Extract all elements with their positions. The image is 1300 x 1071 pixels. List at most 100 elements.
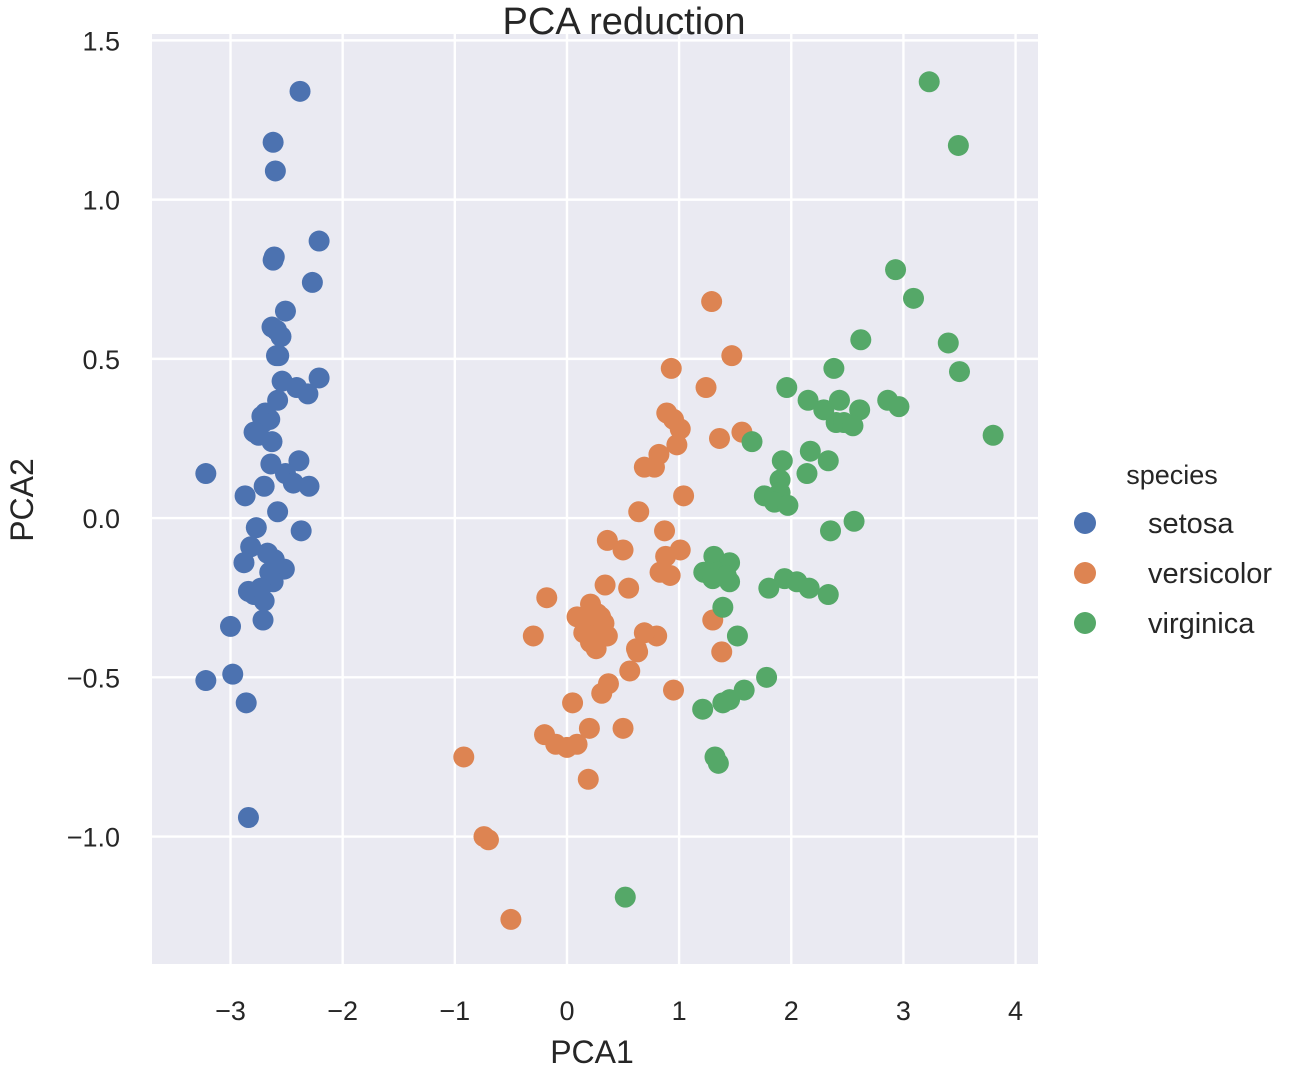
data-point-virginica [614, 886, 636, 908]
legend-label-versicolor: versicolor [1148, 558, 1272, 590]
data-point-versicolor [633, 456, 655, 478]
x-tick-label: 1 [672, 996, 687, 1026]
data-point-versicolor [500, 908, 522, 930]
data-point-virginica [849, 399, 871, 421]
data-point-virginica [885, 259, 907, 281]
x-tick-label: −2 [327, 996, 358, 1026]
data-point-setosa [298, 475, 320, 497]
data-point-virginica [918, 71, 940, 93]
data-point-setosa [297, 383, 319, 405]
data-point-virginica [719, 571, 741, 593]
y-tick-label: −1.0 [67, 823, 120, 853]
data-point-setosa [262, 249, 284, 271]
data-point-setosa [267, 501, 289, 523]
data-point-setosa [240, 536, 262, 558]
y-tick-label: −0.5 [67, 663, 120, 693]
data-point-versicolor [536, 587, 558, 609]
data-point-setosa [195, 670, 217, 692]
data-point-versicolor [618, 577, 640, 599]
legend-label-setosa: setosa [1148, 508, 1234, 540]
data-point-versicolor [708, 427, 730, 449]
data-point-virginica [982, 424, 1004, 446]
data-point-setosa [282, 472, 304, 494]
data-point-virginica [776, 377, 798, 399]
data-point-versicolor [522, 625, 544, 647]
data-point-versicolor [585, 638, 607, 660]
data-point-virginica [888, 396, 910, 418]
data-point-setosa [270, 326, 292, 348]
data-point-setosa [235, 692, 257, 714]
y-tick-label: 0.0 [82, 504, 120, 534]
data-point-setosa [308, 367, 330, 389]
data-point-versicolor [578, 717, 600, 739]
chart-title: PCA reduction [503, 1, 746, 43]
y-tick-labels: −1.0 −0.5 0.0 0.5 1.0 1.5 [67, 26, 120, 852]
data-point-virginica [771, 450, 793, 472]
data-point-setosa [234, 485, 256, 507]
y-tick-label: 1.5 [82, 26, 120, 56]
data-point-versicolor [655, 545, 677, 567]
legend-marker-virginica [1074, 612, 1096, 634]
data-point-virginica [798, 577, 820, 599]
x-tick-labels: −3 −2 −1 0 1 2 3 4 [215, 996, 1023, 1026]
x-tick-label: 2 [784, 996, 799, 1026]
data-point-setosa [308, 230, 330, 252]
data-point-setosa [289, 80, 311, 102]
data-point-versicolor [663, 679, 685, 701]
y-tick-label: 0.5 [82, 345, 120, 375]
data-point-virginica [903, 287, 925, 309]
data-point-versicolor [669, 418, 691, 440]
data-point-versicolor [612, 717, 634, 739]
data-point-virginica [937, 332, 959, 354]
grid-layer [152, 34, 1038, 964]
data-point-versicolor [545, 733, 567, 755]
data-point-virginica [817, 584, 839, 606]
data-point-versicolor [596, 529, 618, 551]
data-point-setosa [262, 131, 284, 153]
data-point-virginica [828, 389, 850, 411]
series-versicolor [453, 291, 753, 930]
data-point-versicolor [591, 682, 613, 704]
data-point-versicolor [477, 829, 499, 851]
data-point-versicolor [711, 641, 733, 663]
data-point-virginica [726, 625, 748, 647]
data-point-versicolor [659, 564, 681, 586]
legend-marker-versicolor [1074, 562, 1096, 584]
data-point-virginica [712, 692, 734, 714]
x-tick-label: 4 [1008, 996, 1023, 1026]
data-point-versicolor [612, 539, 634, 561]
data-point-setosa [245, 517, 267, 539]
data-point-versicolor [562, 692, 584, 714]
data-point-versicolor [701, 291, 723, 313]
data-point-virginica [799, 440, 821, 462]
data-point-setosa [261, 431, 283, 453]
plot-area [152, 34, 1038, 964]
data-point-virginica [707, 752, 729, 774]
data-point-virginica [817, 450, 839, 472]
data-point-versicolor [654, 520, 676, 542]
data-point-virginica [777, 494, 799, 516]
data-point-virginica [850, 329, 872, 351]
legend-label-virginica: virginica [1148, 608, 1255, 640]
data-point-virginica [756, 666, 778, 688]
data-point-virginica [692, 698, 714, 720]
legend-title: species [1126, 460, 1218, 490]
data-point-virginica [947, 134, 969, 156]
series-setosa [195, 80, 330, 828]
data-point-virginica [796, 463, 818, 485]
data-point-setosa [195, 463, 217, 485]
data-point-virginica [948, 361, 970, 383]
data-point-virginica [842, 415, 864, 437]
data-point-versicolor [633, 622, 655, 644]
data-point-setosa [290, 520, 312, 542]
x-tick-label: 3 [896, 996, 911, 1026]
x-tick-label: 0 [559, 996, 574, 1026]
data-point-versicolor [627, 641, 649, 663]
data-point-virginica [823, 357, 845, 379]
x-tick-label: −3 [215, 996, 246, 1026]
x-tick-label: −1 [439, 996, 470, 1026]
data-point-virginica [797, 389, 819, 411]
y-axis-label: PCA2 [4, 458, 40, 542]
